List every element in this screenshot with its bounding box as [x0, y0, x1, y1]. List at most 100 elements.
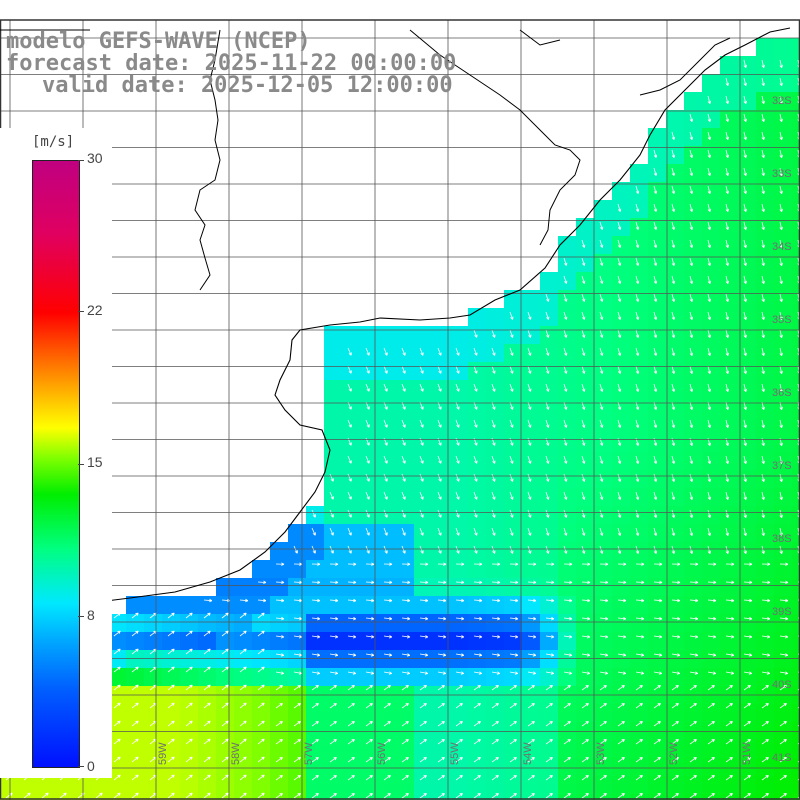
wind-cell	[792, 236, 800, 255]
wind-cell	[630, 794, 649, 800]
wind-cell	[234, 740, 253, 759]
wind-arrow	[653, 257, 658, 266]
wind-arrow	[761, 562, 771, 566]
wind-arrow	[689, 491, 694, 501]
wind-arrow	[761, 329, 765, 339]
wind-arrow	[671, 635, 681, 639]
wind-cell	[360, 650, 379, 669]
wind-cell	[36, 794, 55, 800]
wind-arrow	[293, 757, 301, 763]
wind-arrow	[563, 598, 573, 603]
wind-arrow	[383, 598, 393, 603]
wind-cell	[702, 272, 721, 291]
colorbar-tickmark	[78, 766, 84, 767]
wind-arrow	[743, 491, 747, 501]
wind-arrow	[653, 527, 658, 536]
wind-cell	[684, 308, 703, 327]
wind-cell	[198, 776, 217, 795]
wind-arrow	[689, 455, 694, 465]
wind-cell	[666, 650, 685, 669]
wind-cell	[684, 236, 703, 255]
wind-cell	[630, 632, 649, 651]
wind-cell	[126, 632, 145, 651]
wind-arrow	[599, 419, 604, 428]
wind-arrow	[779, 671, 789, 675]
wind-arrow	[545, 329, 550, 338]
wind-cell	[576, 452, 595, 471]
wind-arrow	[311, 616, 321, 621]
wind-arrow	[437, 598, 447, 603]
wind-arrow	[617, 671, 627, 675]
wind-cell	[144, 758, 163, 777]
wind-cell	[774, 110, 793, 129]
wind-cell	[702, 164, 721, 183]
wind-cell	[126, 704, 145, 723]
wind-arrow	[383, 545, 388, 554]
wind-cell	[612, 182, 631, 201]
wind-cell	[630, 650, 649, 669]
wind-cell	[702, 236, 721, 255]
wind-cell	[378, 776, 397, 795]
wind-cell	[612, 416, 631, 435]
wind-arrow	[167, 630, 175, 637]
wind-arrow	[239, 648, 247, 655]
wind-cell	[684, 488, 703, 507]
wind-arrow	[689, 527, 694, 537]
wind-cell	[108, 740, 127, 759]
wind-arrow	[347, 616, 357, 621]
wind-arrow	[725, 167, 729, 177]
wind-arrow	[527, 383, 532, 392]
wind-cell	[360, 578, 379, 597]
wind-cell	[702, 452, 721, 471]
wind-arrow	[185, 684, 193, 691]
wind-cell	[774, 290, 793, 309]
wind-cell	[630, 398, 649, 417]
wind-arrow	[707, 347, 712, 357]
wind-cell	[720, 182, 739, 201]
wind-cell	[540, 650, 559, 669]
wind-arrow	[167, 756, 175, 763]
wind-cell	[306, 596, 325, 615]
wind-arrow	[779, 545, 783, 555]
wind-cell	[216, 596, 235, 615]
wind-arrow	[347, 721, 355, 727]
wind-arrow	[653, 562, 663, 566]
wind-arrow	[527, 527, 532, 536]
wind-cell	[252, 776, 271, 795]
wind-arrow	[671, 793, 679, 799]
wind-arrow	[509, 635, 519, 639]
wind-arrow	[329, 562, 339, 566]
wind-arrow	[491, 757, 499, 763]
wind-cell	[342, 560, 361, 579]
wind-cell	[252, 650, 271, 669]
colorbar-tickmark	[78, 160, 84, 161]
wind-arrow	[689, 347, 694, 357]
wind-cell	[612, 740, 631, 759]
wind-arrow	[581, 347, 586, 356]
wind-arrow	[473, 721, 481, 727]
wind-cell	[126, 776, 145, 795]
wind-arrow	[419, 473, 424, 482]
wind-arrow	[671, 167, 676, 176]
wind-arrow	[383, 653, 393, 657]
wind-cell	[378, 704, 397, 723]
wind-arrow	[545, 365, 550, 374]
wind-cell	[558, 650, 577, 669]
wind-cell	[666, 524, 685, 543]
wind-arrow	[167, 666, 175, 673]
wind-arrow	[491, 491, 496, 500]
wind-cell	[774, 146, 793, 165]
wind-cell	[540, 614, 559, 633]
wind-arrow	[761, 365, 765, 375]
wind-cell	[306, 578, 325, 597]
wind-cell	[396, 776, 415, 795]
wind-arrow	[419, 365, 424, 374]
wind-arrow	[419, 671, 429, 675]
wind-arrow	[473, 757, 481, 763]
wind-cell	[324, 452, 343, 471]
wind-arrow	[545, 383, 550, 392]
wind-arrow	[545, 527, 550, 536]
wind-cell	[288, 614, 307, 633]
wind-cell	[252, 560, 271, 579]
wind-arrow	[599, 527, 604, 536]
